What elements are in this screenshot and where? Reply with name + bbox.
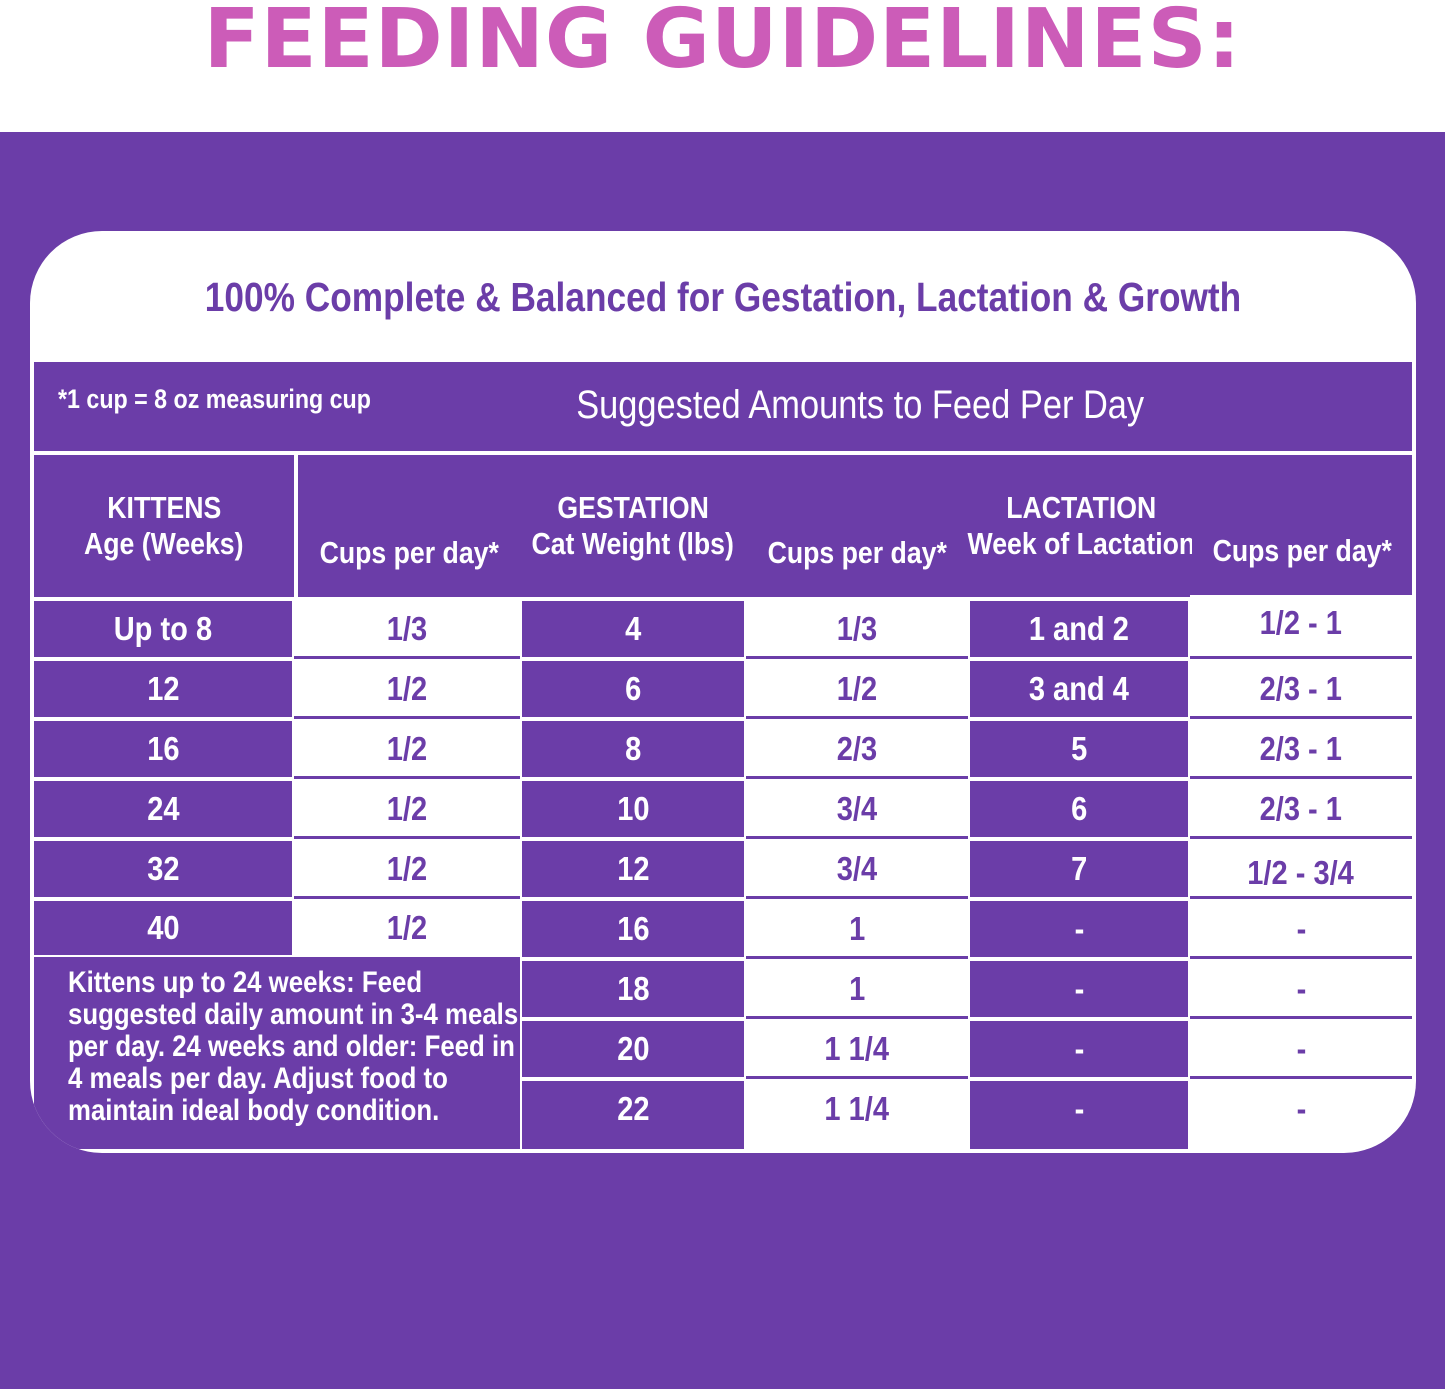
- row-divider: [746, 956, 968, 959]
- kittens-age-header: KITTENS Age (Weeks): [34, 455, 294, 597]
- gestation-weight-cell: 18: [522, 961, 744, 1017]
- lactation-cups-cell: -: [1190, 1081, 1412, 1149]
- gestation-weight-cell: 20: [522, 1021, 744, 1077]
- row-divider: [1190, 1016, 1412, 1019]
- row-divider: [1190, 896, 1412, 899]
- cat-weight-header-label: Cat Weight (lbs): [531, 526, 735, 561]
- gestation-cups-cell: 2/3: [746, 721, 968, 777]
- lactation-week-cell: -: [970, 1021, 1188, 1077]
- row-divider: [1190, 1076, 1412, 1079]
- gestation-weight-cell: 6: [522, 661, 744, 717]
- card-title: 100% Complete & Balanced for Gestation, …: [204, 274, 1242, 320]
- row-divider: [746, 1016, 968, 1019]
- kittens-age-cell: 12: [34, 661, 292, 717]
- lactation-cups-cell: -: [1190, 961, 1412, 1017]
- row-divider: [1190, 716, 1412, 719]
- row-divider: [746, 836, 968, 839]
- kittens-cups-header-label: Cups per day*: [319, 535, 499, 570]
- lactation-cups-header: Cups per day*: [1192, 481, 1412, 593]
- gestation-cups-cell: 3/4: [746, 781, 968, 837]
- age-weeks-header-label: Age (Weeks): [84, 526, 244, 561]
- lactation-week-cell: 5: [970, 721, 1188, 777]
- week-of-lactation-header-label: Week of Lactation: [967, 526, 1195, 561]
- kittens-cups-cell: 1/2: [294, 841, 520, 897]
- kittens-cups-header: Cups per day*: [298, 481, 520, 593]
- feeding-guidelines-card: 100% Complete & Balanced for Gestation, …: [30, 231, 1416, 1153]
- row-divider: [746, 656, 968, 659]
- gestation-cups-cell: 3/4: [746, 841, 968, 897]
- row-divider: [1190, 656, 1412, 659]
- gestation-header-label: GESTATION: [557, 490, 709, 525]
- lactation-cups-cell: 2/3 - 1: [1190, 781, 1412, 837]
- gestation-cups-header-label: Cups per day*: [767, 535, 947, 570]
- gestation-weight-cell: 10: [522, 781, 744, 837]
- lactation-week-header: LACTATION Week of Lactation: [967, 455, 1195, 597]
- gestation-weight-cell: 8: [522, 721, 744, 777]
- gestation-cups-cell: 1/2: [746, 661, 968, 717]
- lactation-cups-cell: 2/3 - 1: [1190, 721, 1412, 777]
- lactation-cups-cell: 2/3 - 1: [1190, 661, 1412, 717]
- row-divider: [294, 896, 520, 899]
- lactation-cups-cell: 1/2 - 3/4: [1190, 845, 1412, 901]
- lactation-week-cell: 7: [970, 841, 1188, 897]
- lactation-week-cell: 1 and 2: [970, 601, 1188, 657]
- lactation-cups-header-label: Cups per day*: [1212, 533, 1392, 568]
- lactation-week-cell: -: [970, 901, 1188, 957]
- lactation-cups-cell: 1/2 - 1: [1190, 595, 1412, 651]
- kittens-cups-cell: 1/3: [294, 601, 520, 657]
- suggested-amounts-band: [34, 362, 1412, 451]
- kittens-cups-cell: 1/2: [294, 721, 520, 777]
- row-divider: [294, 716, 520, 719]
- kittens-cups-cell: 1/2: [294, 781, 520, 837]
- row-divider: [1190, 836, 1412, 839]
- row-divider: [1190, 956, 1412, 959]
- suggested-amounts-heading: Suggested Amounts to Feed Per Day: [576, 383, 1145, 427]
- gestation-cups-cell: 1: [746, 961, 968, 1017]
- row-divider: [294, 776, 520, 779]
- kittens-feeding-note: Kittens up to 24 weeks: Feed suggested d…: [34, 957, 545, 1149]
- kittens-cups-cell: 1/2: [294, 661, 520, 717]
- lactation-week-cell: -: [970, 961, 1188, 1017]
- lactation-week-cell: -: [970, 1081, 1188, 1149]
- kittens-header-label: KITTENS: [106, 490, 222, 525]
- gestation-cups-cell: 1: [746, 901, 968, 957]
- lactation-week-cell: 6: [970, 781, 1188, 837]
- lactation-cups-cell: -: [1190, 1021, 1412, 1077]
- row-divider: [294, 656, 520, 659]
- row-divider: [1190, 776, 1412, 779]
- gestation-cups-cell: 1 1/4: [746, 1081, 968, 1149]
- page-title: FEEDING GUIDELINES:: [203, 0, 1242, 87]
- row-divider: [746, 776, 968, 779]
- gestation-cups-cell: 1/3: [746, 601, 968, 657]
- kittens-age-cell: Up to 8: [34, 601, 292, 657]
- gestation-weight-cell: 4: [522, 601, 744, 657]
- kittens-age-cell: 24: [34, 781, 292, 837]
- gestation-weight-cell: 22: [522, 1081, 744, 1149]
- lactation-header-label: LACTATION: [1005, 490, 1157, 525]
- gestation-weight-cell: 16: [522, 901, 744, 957]
- row-divider: [746, 896, 968, 899]
- lactation-cups-cell: -: [1190, 901, 1412, 957]
- cup-measure-note: *1 cup = 8 oz measuring cup: [58, 384, 371, 414]
- lactation-week-cell: 3 and 4: [970, 661, 1188, 717]
- kittens-cups-cell: 1/2: [294, 901, 520, 955]
- kittens-age-cell: 40: [34, 901, 292, 955]
- gestation-weight-header: GESTATION Cat Weight (lbs): [522, 455, 744, 597]
- gestation-cups-cell: 1 1/4: [746, 1021, 968, 1077]
- row-divider: [294, 836, 520, 839]
- kittens-age-cell: 32: [34, 841, 292, 897]
- kittens-age-cell: 16: [34, 721, 292, 777]
- row-divider: [746, 1076, 968, 1079]
- row-divider: [746, 716, 968, 719]
- gestation-cups-header: Cups per day*: [746, 481, 968, 593]
- gestation-weight-cell: 12: [522, 841, 744, 897]
